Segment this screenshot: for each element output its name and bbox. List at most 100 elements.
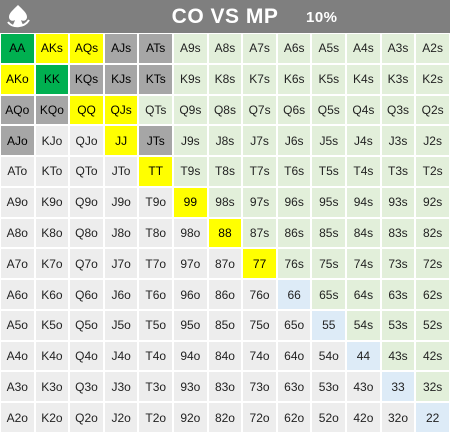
hand-cell-82s[interactable]: 82s (415, 217, 450, 249)
hand-cell-86s[interactable]: 86s (276, 217, 312, 249)
hand-cell-KK[interactable]: KK (34, 63, 70, 95)
hand-cell-JTo[interactable]: JTo (103, 156, 139, 187)
hand-cell-Q2o[interactable]: Q2o (69, 402, 104, 433)
hand-cell-A7s[interactable]: A7s (242, 33, 277, 64)
hand-cell-K4o[interactable]: K4o (34, 340, 70, 372)
hand-cell-T6s[interactable]: T6s (276, 156, 312, 187)
hand-cell-A9s[interactable]: A9s (173, 33, 208, 64)
hand-cell-J9s[interactable]: J9s (173, 125, 208, 157)
hand-cell-A6o[interactable]: A6o (0, 279, 35, 310)
hand-cell-T8o[interactable]: T8o (138, 217, 174, 249)
hand-cell-92o[interactable]: 92o (173, 402, 208, 433)
hand-cell-63o[interactable]: 63o (276, 371, 312, 403)
hand-cell-95o[interactable]: 95o (173, 309, 208, 341)
hand-cell-98o[interactable]: 98o (173, 217, 208, 249)
hand-cell-A3s[interactable]: A3s (380, 33, 416, 64)
hand-cell-62o[interactable]: 62o (276, 402, 312, 433)
hand-cell-32o[interactable]: 32o (380, 402, 416, 433)
hand-cell-QTo[interactable]: QTo (69, 156, 104, 187)
hand-cell-T3o[interactable]: T3o (138, 371, 174, 403)
hand-cell-75o[interactable]: 75o (242, 309, 277, 341)
hand-cell-JJ[interactable]: JJ (103, 125, 139, 157)
hand-cell-J9o[interactable]: J9o (103, 186, 139, 218)
hand-cell-64s[interactable]: 64s (346, 279, 381, 310)
hand-cell-K6s[interactable]: K6s (276, 63, 312, 95)
hand-cell-J4o[interactable]: J4o (103, 340, 139, 372)
hand-cell-K5s[interactable]: K5s (311, 63, 347, 95)
hand-cell-AJo[interactable]: AJo (0, 125, 35, 157)
hand-cell-A7o[interactable]: A7o (0, 248, 35, 280)
hand-cell-97o[interactable]: 97o (173, 248, 208, 280)
hand-cell-J7s[interactable]: J7s (242, 125, 277, 157)
hand-cell-KQs[interactable]: KQs (69, 63, 104, 95)
hand-cell-82o[interactable]: 82o (207, 402, 243, 433)
hand-cell-97s[interactable]: 97s (242, 186, 277, 218)
hand-cell-T5o[interactable]: T5o (138, 309, 174, 341)
hand-cell-43o[interactable]: 43o (346, 371, 381, 403)
hand-cell-J5s[interactable]: J5s (311, 125, 347, 157)
hand-cell-TT[interactable]: TT (138, 156, 174, 187)
hand-cell-86o[interactable]: 86o (207, 279, 243, 310)
hand-cell-73s[interactable]: 73s (380, 248, 416, 280)
hand-cell-J6o[interactable]: J6o (103, 279, 139, 310)
hand-cell-87s[interactable]: 87s (242, 217, 277, 249)
hand-cell-K7s[interactable]: K7s (242, 63, 277, 95)
hand-cell-K9s[interactable]: K9s (173, 63, 208, 95)
hand-cell-42o[interactable]: 42o (346, 402, 381, 433)
hand-cell-77[interactable]: 77 (242, 248, 277, 280)
hand-cell-98s[interactable]: 98s (207, 186, 243, 218)
hand-cell-T4o[interactable]: T4o (138, 340, 174, 372)
hand-cell-65s[interactable]: 65s (311, 279, 347, 310)
hand-cell-54o[interactable]: 54o (311, 340, 347, 372)
hand-cell-84s[interactable]: 84s (346, 217, 381, 249)
hand-cell-K8s[interactable]: K8s (207, 63, 243, 95)
hand-cell-KTo[interactable]: KTo (34, 156, 70, 187)
hand-cell-Q2s[interactable]: Q2s (415, 94, 450, 126)
hand-cell-64o[interactable]: 64o (276, 340, 312, 372)
hand-cell-QJs[interactable]: QJs (103, 94, 139, 126)
hand-cell-J8o[interactable]: J8o (103, 217, 139, 249)
hand-cell-A2o[interactable]: A2o (0, 402, 35, 433)
hand-cell-93o[interactable]: 93o (173, 371, 208, 403)
hand-cell-K3o[interactable]: K3o (34, 371, 70, 403)
hand-cell-94o[interactable]: 94o (173, 340, 208, 372)
hand-cell-J6s[interactable]: J6s (276, 125, 312, 157)
hand-cell-J5o[interactable]: J5o (103, 309, 139, 341)
hand-cell-T6o[interactable]: T6o (138, 279, 174, 310)
hand-cell-87o[interactable]: 87o (207, 248, 243, 280)
hand-cell-52s[interactable]: 52s (415, 309, 450, 341)
hand-cell-74s[interactable]: 74s (346, 248, 381, 280)
hand-cell-K3s[interactable]: K3s (380, 63, 416, 95)
hand-cell-KJo[interactable]: KJo (34, 125, 70, 157)
hand-cell-A8s[interactable]: A8s (207, 33, 243, 64)
hand-cell-63s[interactable]: 63s (380, 279, 416, 310)
hand-cell-J3s[interactable]: J3s (380, 125, 416, 157)
hand-cell-33[interactable]: 33 (380, 371, 416, 403)
hand-cell-62s[interactable]: 62s (415, 279, 450, 310)
hand-cell-KQo[interactable]: KQo (34, 94, 70, 126)
hand-cell-Q9s[interactable]: Q9s (173, 94, 208, 126)
hand-cell-J2s[interactable]: J2s (415, 125, 450, 157)
hand-cell-Q4s[interactable]: Q4s (346, 94, 381, 126)
hand-cell-54s[interactable]: 54s (346, 309, 381, 341)
hand-cell-ATo[interactable]: ATo (0, 156, 35, 187)
hand-cell-K9o[interactable]: K9o (34, 186, 70, 218)
hand-cell-T7o[interactable]: T7o (138, 248, 174, 280)
hand-cell-Q7s[interactable]: Q7s (242, 94, 277, 126)
hand-cell-55[interactable]: 55 (311, 309, 347, 341)
hand-cell-85o[interactable]: 85o (207, 309, 243, 341)
hand-cell-T2o[interactable]: T2o (138, 402, 174, 433)
hand-cell-Q4o[interactable]: Q4o (69, 340, 104, 372)
hand-cell-53s[interactable]: 53s (380, 309, 416, 341)
hand-cell-K2o[interactable]: K2o (34, 402, 70, 433)
hand-cell-T5s[interactable]: T5s (311, 156, 347, 187)
hand-cell-52o[interactable]: 52o (311, 402, 347, 433)
hand-cell-KJs[interactable]: KJs (103, 63, 139, 95)
hand-cell-K8o[interactable]: K8o (34, 217, 70, 249)
hand-cell-K4s[interactable]: K4s (346, 63, 381, 95)
hand-cell-KTs[interactable]: KTs (138, 63, 174, 95)
hand-cell-A3o[interactable]: A3o (0, 371, 35, 403)
hand-cell-A5s[interactable]: A5s (311, 33, 347, 64)
hand-cell-Q3s[interactable]: Q3s (380, 94, 416, 126)
hand-cell-83o[interactable]: 83o (207, 371, 243, 403)
